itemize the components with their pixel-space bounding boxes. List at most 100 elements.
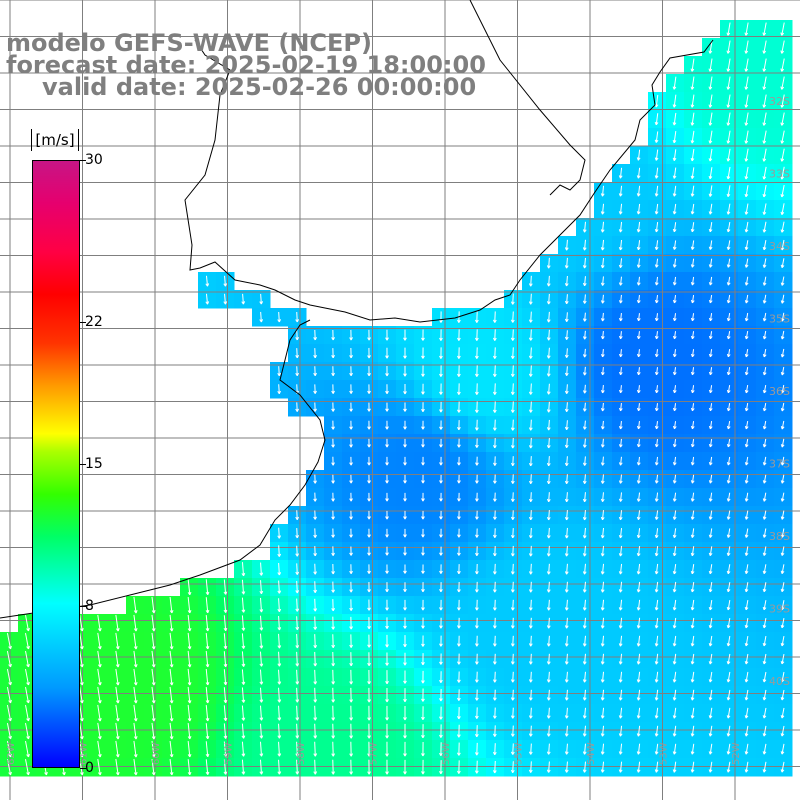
wind-arrow <box>493 474 497 484</box>
wind-arrow <box>25 686 30 704</box>
wind-arrow <box>762 725 767 737</box>
wind-arrow <box>780 294 785 304</box>
wind-arrow <box>690 581 695 593</box>
wind-arrow <box>780 239 785 251</box>
wind-arrow <box>726 367 731 376</box>
wind-arrow <box>690 240 695 250</box>
coastline <box>0 0 714 619</box>
wind-arrow <box>582 581 587 593</box>
wind-arrow <box>510 347 515 359</box>
wind-arrow <box>421 329 425 341</box>
wind-arrow <box>546 725 551 737</box>
title-forecast-date: forecast date: 2025-02-19 18:00:00 <box>6 51 486 79</box>
wind-arrow <box>672 707 677 719</box>
wind-arrow <box>708 761 713 773</box>
lon-label: 59W <box>224 742 235 765</box>
wind-arrow <box>618 707 623 719</box>
wind-arrow <box>474 347 479 359</box>
wind-arrow <box>259 580 264 595</box>
wind-arrow <box>6 650 12 668</box>
wind-arrow <box>349 510 353 520</box>
wind-arrow <box>636 331 641 340</box>
wind-arrow <box>618 258 623 269</box>
wind-arrow <box>367 546 371 556</box>
wind-arrow <box>25 722 30 740</box>
wind-arrow <box>385 634 389 648</box>
wind-arrow <box>115 668 120 686</box>
wind-arrow <box>367 528 371 538</box>
wind-arrow <box>510 528 515 539</box>
wind-arrow <box>618 420 623 430</box>
wind-arrow <box>672 131 677 144</box>
wind-arrow <box>780 438 785 448</box>
wind-arrow <box>457 365 461 377</box>
colorbar-tick-mark <box>80 605 86 607</box>
wind-arrow <box>582 312 587 322</box>
wind-arrow <box>708 725 713 737</box>
wind-arrow <box>564 312 569 322</box>
wind-arrow <box>115 632 120 650</box>
wind-arrow <box>600 185 605 197</box>
wind-arrow <box>672 456 677 466</box>
wind-arrow <box>636 653 641 665</box>
wind-arrow <box>295 348 300 359</box>
wind-arrow <box>726 148 731 162</box>
wind-arrow <box>331 384 335 394</box>
wind-arrow <box>636 761 641 773</box>
wind-arrow <box>582 348 587 358</box>
wind-arrow <box>654 689 659 701</box>
wind-arrow <box>780 258 785 269</box>
wind-arrow <box>421 456 425 466</box>
wind-arrow <box>421 546 425 556</box>
wind-arrow <box>151 596 156 614</box>
wind-arrow <box>510 456 515 467</box>
wind-arrow <box>762 148 767 162</box>
wind-arrow <box>636 635 641 647</box>
wind-arrow <box>726 349 731 358</box>
wind-arrow <box>636 510 641 520</box>
wind-arrow <box>762 330 767 340</box>
wind-arrow <box>385 687 389 703</box>
wind-arrow <box>295 705 300 721</box>
wind-arrow <box>510 329 515 341</box>
wind-arrow <box>672 761 677 773</box>
wind-arrow <box>564 725 569 737</box>
wind-arrow <box>636 367 641 376</box>
wind-arrow <box>726 331 731 340</box>
wind-arrow <box>25 759 30 776</box>
wind-arrow <box>169 722 174 740</box>
wind-arrow <box>546 474 551 485</box>
wind-arrow <box>762 402 767 412</box>
wind-arrow <box>510 365 515 377</box>
wind-arrow <box>636 474 641 484</box>
wind-arrow <box>708 689 713 701</box>
wind-arrow <box>582 689 587 701</box>
wind-arrow <box>331 528 335 538</box>
wind-arrow <box>528 563 533 575</box>
wind-arrow <box>654 635 659 647</box>
lon-label: 61W <box>79 742 90 765</box>
wind-arrow <box>618 456 623 466</box>
wind-arrow <box>546 293 551 305</box>
wind-arrow <box>6 723 12 740</box>
colorbar-tick-mark <box>80 322 86 324</box>
wind-arrow <box>439 311 443 323</box>
title-model: modelo GEFS-WAVE (NCEP) <box>6 29 372 57</box>
wind-arrow <box>618 617 623 629</box>
wind-arrow <box>780 402 785 412</box>
wind-arrow <box>780 474 785 484</box>
wind-arrow <box>600 545 605 557</box>
wind-arrow <box>762 689 767 701</box>
wind-arrow <box>690 313 695 322</box>
wind-arrow <box>385 438 389 448</box>
wind-arrow <box>421 617 425 629</box>
wind-arrow <box>97 668 102 686</box>
wind-arrow <box>510 419 515 431</box>
wind-arrow <box>672 599 677 611</box>
wind-arrow <box>690 295 695 304</box>
wind-arrow <box>457 581 461 593</box>
wind-arrow <box>744 671 749 683</box>
wind-arrow <box>564 366 569 376</box>
wind-arrow <box>762 58 767 72</box>
wind-arrow <box>528 707 533 719</box>
